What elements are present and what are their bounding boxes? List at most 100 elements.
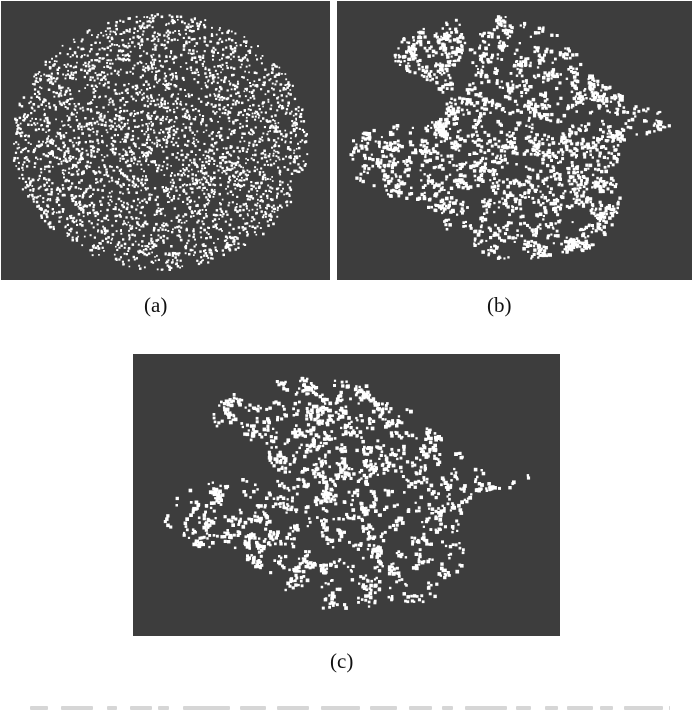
cloud-point (281, 105, 284, 108)
cloud-point (206, 44, 209, 47)
cloud-point (374, 140, 377, 143)
cloud-point (440, 154, 443, 157)
cloud-point (439, 140, 443, 143)
cloud-point (69, 125, 72, 128)
cloud-point (140, 225, 142, 228)
cloud-point (510, 26, 513, 29)
cloud-point (133, 234, 136, 237)
cloud-point (564, 52, 567, 55)
cloud-point (98, 166, 100, 169)
cloud-point (241, 57, 245, 60)
cloud-point (216, 164, 219, 167)
cloud-point (225, 160, 228, 164)
cloud-point (31, 185, 34, 187)
cloud-point (169, 83, 172, 86)
cloud-point (257, 104, 260, 107)
cloud-point (212, 110, 215, 113)
cloud-point (219, 136, 222, 139)
cloud-point (294, 124, 297, 127)
cloud-point (193, 245, 196, 248)
cloud-point (245, 157, 247, 160)
cloud-point (131, 85, 135, 89)
cloud-point (201, 189, 204, 192)
cloud-point (425, 128, 430, 133)
cloud-point (143, 16, 146, 18)
cloud-point (362, 153, 367, 158)
cloud-point (412, 36, 415, 39)
cloud-point (546, 77, 550, 81)
cloud-point (214, 69, 217, 72)
cloud-point (199, 250, 202, 253)
cloud-point (515, 85, 519, 89)
cloud-point (222, 253, 225, 257)
cloud-point (246, 233, 249, 236)
cloud-point (66, 160, 69, 163)
cloud-point (92, 246, 95, 249)
cloud-point (479, 167, 483, 171)
cloud-point (520, 94, 523, 98)
cloud-point (178, 32, 181, 35)
cloud-point (89, 76, 92, 79)
cloud-point (301, 139, 304, 142)
cloud-point (142, 175, 144, 177)
cloud-point (236, 170, 239, 173)
cloud-point (604, 209, 608, 213)
cloud-point (387, 193, 390, 196)
cloud-point (192, 49, 195, 52)
cloud-point (450, 154, 454, 158)
cloud-point (609, 176, 614, 181)
cloud-point (139, 47, 141, 50)
cloud-point (34, 124, 37, 126)
cloud-point (245, 116, 248, 119)
cloud-point (549, 119, 553, 123)
cloud-point (526, 88, 530, 92)
cloud-point (616, 112, 619, 116)
cloud-point (132, 72, 134, 75)
cloud-point (76, 173, 80, 176)
cloud-point (361, 132, 364, 135)
cloud-point (212, 152, 216, 155)
cloud-point (600, 229, 603, 232)
cloud-point (580, 179, 583, 182)
cloud-point (177, 254, 180, 257)
cloud-point (140, 25, 143, 28)
cloud-point (591, 110, 594, 113)
cloud-point (268, 214, 271, 217)
cloud-point (126, 88, 129, 91)
cloud-point (375, 161, 379, 165)
cloud-point (81, 147, 84, 150)
cloud-point (119, 160, 121, 162)
cloud-point (527, 180, 531, 184)
cloud-point (548, 151, 551, 155)
cloud-point (127, 250, 130, 252)
cloud-point (480, 224, 483, 227)
cloud-point (225, 243, 228, 246)
cloud-point (424, 154, 427, 156)
cloud-point (172, 197, 175, 200)
cloud-point (225, 46, 228, 49)
cloud-point (78, 207, 81, 210)
cloud-point (25, 115, 28, 119)
cloud-point (157, 103, 160, 106)
cloud-point (493, 137, 497, 141)
cloud-point (137, 243, 140, 246)
cloud-point (583, 155, 587, 159)
cloud-point (100, 210, 102, 212)
cloud-point (445, 204, 448, 207)
cloud-point (226, 236, 228, 238)
cloud-point (217, 93, 221, 97)
cloud-point (75, 78, 77, 81)
cloud-point (574, 192, 578, 196)
cloud-point (128, 58, 131, 62)
cloud-point (297, 142, 299, 145)
cloud-point (481, 179, 485, 183)
cloud-point (88, 204, 91, 207)
cloud-point (123, 140, 125, 143)
cloud-point (63, 153, 66, 157)
cloud-point (230, 58, 232, 61)
cloud-point (232, 236, 235, 240)
cloud-point (279, 89, 282, 92)
cloud-point (92, 131, 95, 133)
cloud-point (58, 188, 61, 191)
cloud-point (133, 110, 136, 112)
